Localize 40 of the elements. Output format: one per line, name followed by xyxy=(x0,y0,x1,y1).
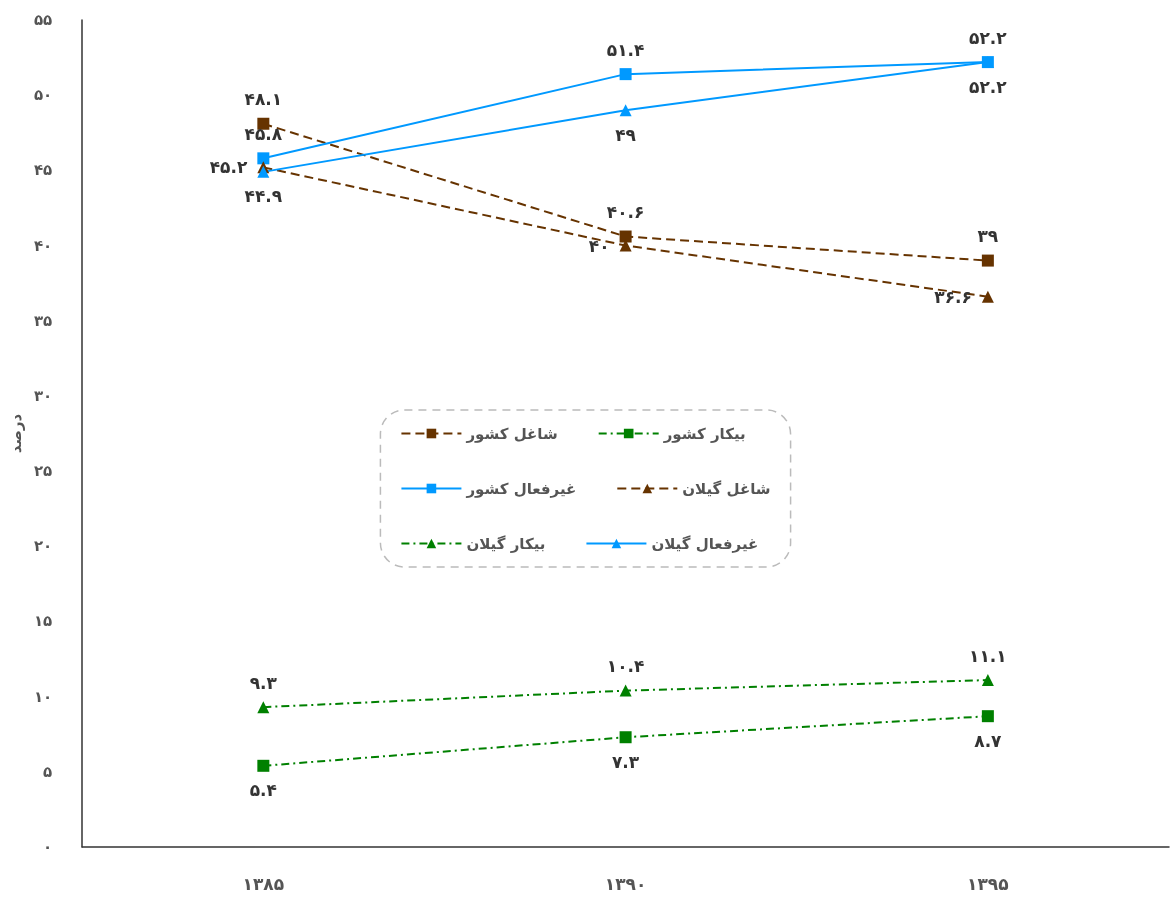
data-label: ۳۶.۶ xyxy=(934,286,972,307)
y-tick-label: ۱۵ xyxy=(33,612,53,631)
data-label: ۴۵.۲ xyxy=(209,157,248,178)
legend-label: بیکار گیلان xyxy=(466,534,546,553)
data-label: ۱۰.۴ xyxy=(606,656,645,677)
data-label: ۴۹ xyxy=(615,124,637,145)
data-label: ۳۹ xyxy=(977,226,999,247)
legend-label: شاغل کشور xyxy=(465,424,558,443)
data-label: ۷.۳ xyxy=(612,751,640,772)
y-tick-label: ۳۵ xyxy=(33,311,53,330)
data-label: ۵۲.۲ xyxy=(969,76,1008,97)
data-label: ۸.۷ xyxy=(974,730,1003,751)
data-label: ۴۴.۹ xyxy=(244,186,283,207)
y-tick-label: ۳۰ xyxy=(33,386,53,405)
x-tick-label: ۱۳۸۵ xyxy=(242,873,285,894)
y-tick-label: ۴۵ xyxy=(33,161,53,180)
data-label: ۵.۴ xyxy=(249,780,277,801)
y-axis-title: درصد xyxy=(6,413,25,454)
y-tick-label: ۰ xyxy=(43,838,53,856)
y-tick-label: ۵ xyxy=(43,762,53,781)
data-label: ۴۸.۱ xyxy=(244,89,283,110)
y-tick-label: ۵۵ xyxy=(33,11,53,29)
y-tick-label: ۱۰ xyxy=(33,687,53,706)
data-label: ۱۱.۱ xyxy=(969,645,1007,666)
y-tick-label: ۲۵ xyxy=(33,462,53,481)
legend-label: بیکار کشور xyxy=(662,424,746,443)
y-tick-label: ۴۰ xyxy=(33,236,53,255)
data-label: ۵۱.۴ xyxy=(606,39,645,60)
y-tick-label: ۲۰ xyxy=(33,537,53,556)
legend-label: غیرفعال کشور xyxy=(465,479,577,498)
data-label: ۴۰.۶ xyxy=(606,202,645,223)
x-tick-label: ۱۳۹۰ xyxy=(604,873,647,894)
data-label: ۴۵.۸ xyxy=(244,123,283,144)
data-label: ۵۲.۲ xyxy=(969,27,1008,48)
x-tick-label: ۱۳۹۵ xyxy=(967,873,1009,894)
legend-label: شاغل گیلان xyxy=(682,479,771,498)
data-label: ۴۰ xyxy=(588,235,610,256)
y-tick-label: ۵۰ xyxy=(33,86,53,105)
data-label: ۹.۳ xyxy=(249,672,278,693)
legend-label: غیرفعال گیلان xyxy=(651,534,759,553)
